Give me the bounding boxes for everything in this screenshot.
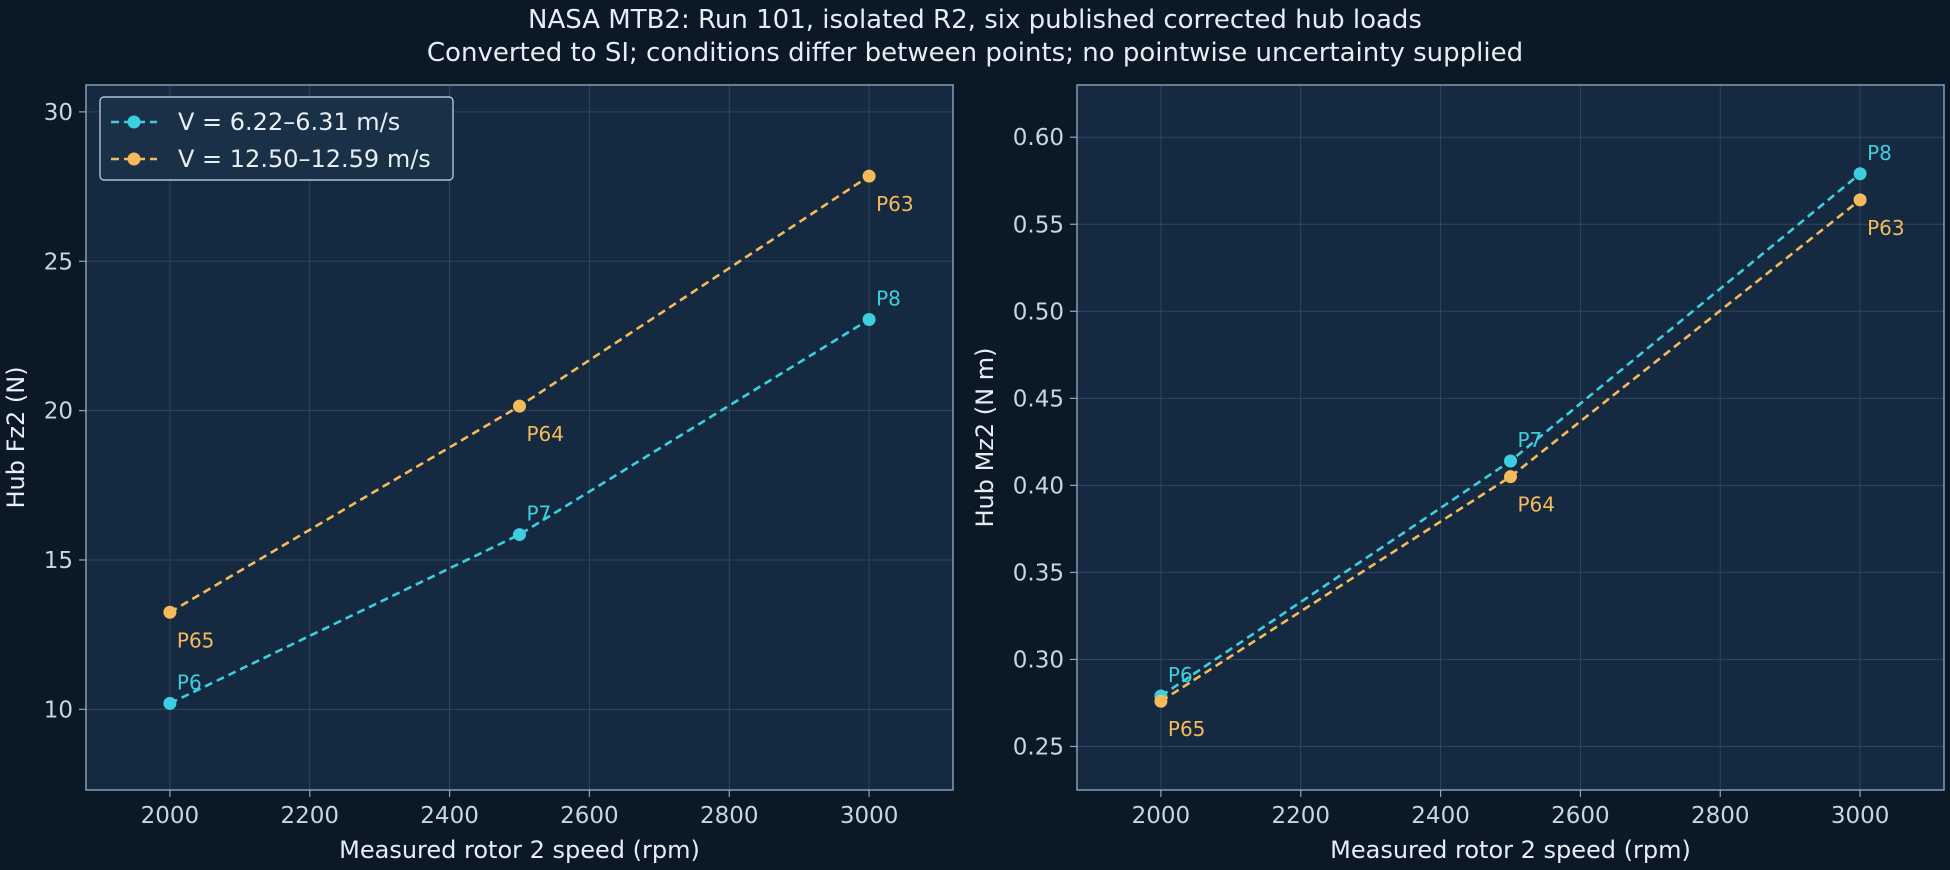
legend-swatch-marker: [127, 152, 141, 166]
plot-frame: [85, 84, 954, 791]
y-tick-label: 30: [44, 100, 73, 126]
x-tick-label: 2200: [280, 803, 339, 829]
point-label: P8: [1867, 141, 1892, 165]
y-tick-label: 0.55: [1013, 212, 1064, 238]
point-label: P64: [1518, 493, 1556, 517]
plot-area: [1077, 85, 1944, 790]
x-tick-label: 3000: [840, 803, 899, 829]
y-axis-label: Hub Fz2 (N): [2, 366, 30, 508]
data-point: [1853, 193, 1867, 207]
plot-area: [86, 85, 953, 790]
legend-swatch-marker: [127, 115, 141, 129]
y-tick-label: 0.60: [1013, 125, 1064, 151]
point-label: P63: [876, 192, 914, 216]
figure-subtitle: Converted to SI; conditions differ betwe…: [426, 38, 1524, 68]
data-point: [1154, 694, 1168, 708]
data-point: [862, 313, 876, 327]
point-label: P6: [177, 670, 202, 694]
plot-frame: [1076, 84, 1945, 791]
data-point: [1853, 167, 1867, 181]
x-tick-label: 2600: [560, 803, 619, 829]
point-label: P8: [876, 287, 901, 311]
data-point: [163, 696, 177, 710]
x-tick-label: 2400: [1411, 803, 1470, 829]
data-point: [163, 605, 177, 619]
x-tick-label: 2200: [1271, 803, 1330, 829]
point-label: P65: [1168, 717, 1206, 741]
y-tick-label: 0.35: [1013, 560, 1064, 586]
y-axis-label: Hub Mz2 (N m): [971, 347, 999, 527]
point-label: P7: [527, 502, 552, 526]
point-label: P65: [177, 628, 215, 652]
point-label: P64: [527, 422, 565, 446]
x-tick-label: 2000: [1132, 803, 1191, 829]
legend-label: V = 6.22–6.31 m/s: [178, 108, 400, 136]
figure-title: NASA MTB2: Run 101, isolated R2, six pub…: [528, 5, 1422, 35]
legend-label: V = 12.50–12.59 m/s: [178, 145, 431, 173]
data-point: [1504, 470, 1517, 484]
y-tick-label: 10: [44, 697, 73, 723]
point-label: P7: [1518, 428, 1543, 452]
x-tick-label: 2600: [1551, 803, 1610, 829]
y-tick-label: 25: [44, 249, 73, 275]
x-tick-label: 2000: [141, 803, 200, 829]
y-tick-label: 20: [44, 399, 73, 425]
x-tick-label: 2800: [1691, 803, 1750, 829]
y-tick-label: 0.40: [1013, 473, 1064, 499]
y-tick-label: 15: [44, 548, 73, 574]
data-point: [862, 169, 876, 183]
legend: V = 6.22–6.31 m/s V = 12.50–12.59 m/s: [99, 96, 454, 181]
y-tick-label: 0.25: [1013, 734, 1064, 760]
data-point: [513, 399, 526, 413]
x-tick-label: 2800: [700, 803, 759, 829]
y-tick-label: 0.45: [1013, 386, 1064, 412]
y-tick-label: 0.50: [1013, 299, 1064, 325]
data-point: [1504, 454, 1517, 468]
x-tick-label: 2400: [420, 803, 479, 829]
point-label: P63: [1867, 216, 1905, 240]
y-tick-label: 0.30: [1013, 647, 1064, 673]
x-tick-label: 3000: [1831, 803, 1890, 829]
x-axis-label: Measured rotor 2 speed (rpm): [1330, 836, 1691, 864]
data-point: [513, 528, 526, 542]
legend-box: [99, 96, 454, 181]
x-axis-label: Measured rotor 2 speed (rpm): [339, 836, 700, 864]
